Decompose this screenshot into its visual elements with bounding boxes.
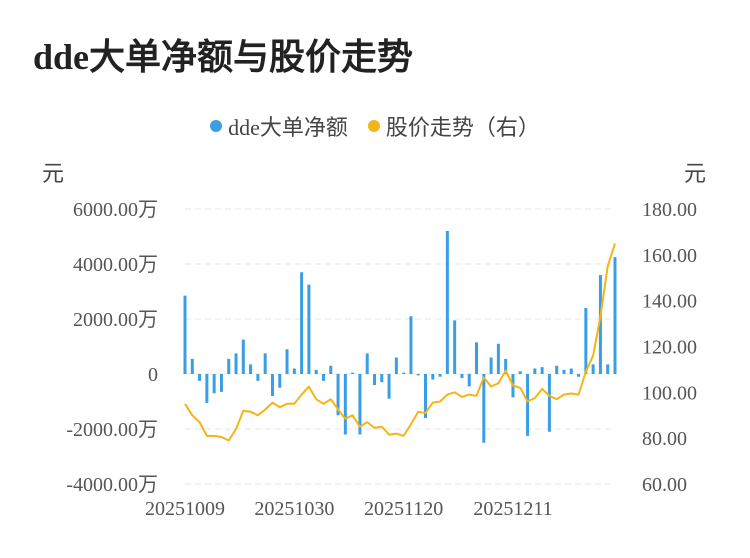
bar[interactable] [300, 272, 304, 374]
bar[interactable] [533, 368, 537, 375]
bar[interactable] [518, 371, 522, 374]
bar[interactable] [351, 372, 355, 374]
legend-bar-label: dde大单净额 [228, 115, 348, 140]
left-tick-label: 4000.00万 [73, 254, 158, 276]
left-tick-label: 0 [148, 364, 158, 386]
bar[interactable] [453, 320, 457, 374]
bar[interactable] [343, 374, 347, 435]
bar[interactable] [372, 374, 376, 385]
bar[interactable] [212, 374, 216, 394]
legend-item-bars[interactable]: dde大单净额 [210, 110, 348, 142]
bar[interactable] [584, 308, 588, 374]
bar[interactable] [205, 374, 209, 403]
x-tick-label: 20251211 [473, 498, 552, 520]
bar[interactable] [321, 374, 325, 381]
left-axis-unit: 元 [42, 161, 65, 186]
bar[interactable] [526, 374, 530, 436]
bar[interactable] [562, 369, 566, 374]
left-tick-label: -4000.00万 [66, 474, 158, 496]
bar[interactable] [227, 358, 231, 374]
bar[interactable] [358, 374, 362, 435]
bar[interactable] [475, 342, 479, 374]
bar[interactable] [241, 339, 245, 374]
bar[interactable] [577, 374, 581, 377]
price-line[interactable] [184, 243, 616, 442]
bar[interactable] [198, 374, 202, 381]
right-tick-label: 120.00 [642, 337, 697, 359]
bar[interactable] [336, 374, 340, 416]
bar[interactable] [424, 374, 428, 418]
bar[interactable] [263, 353, 267, 374]
bar[interactable] [256, 374, 260, 381]
right-axis-unit: 元 [684, 161, 707, 186]
bar[interactable] [540, 367, 544, 374]
left-tick-label: -2000.00万 [66, 419, 158, 441]
bar[interactable] [183, 295, 187, 374]
bar[interactable] [307, 284, 311, 374]
bar[interactable] [278, 374, 282, 388]
legend-line-label: 股价走势（右） [385, 115, 540, 140]
bar[interactable] [416, 374, 420, 376]
right-tick-label: 60.00 [642, 474, 687, 496]
bar[interactable] [234, 353, 238, 374]
chart-title: dde大单净额与股价走势 [33, 37, 414, 77]
bar[interactable] [547, 374, 551, 432]
x-tick-label: 20251120 [364, 498, 443, 520]
legend-item-line[interactable]: 股价走势（右） [367, 110, 540, 142]
bar[interactable] [606, 364, 610, 374]
left-tick-label: 2000.00万 [73, 309, 158, 331]
x-tick-label: 20251009 [145, 498, 225, 520]
bar[interactable] [365, 353, 369, 374]
legend: dde大单净额 股价走势（右） [0, 110, 750, 142]
bar[interactable] [219, 374, 223, 392]
right-tick-label: 100.00 [642, 382, 697, 404]
bar[interactable] [329, 365, 333, 374]
bar[interactable] [482, 374, 486, 443]
bar[interactable] [270, 374, 274, 396]
bar[interactable] [598, 275, 602, 374]
right-tick-label: 160.00 [642, 245, 697, 267]
bar[interactable] [285, 349, 289, 374]
bar[interactable] [504, 358, 508, 374]
bar[interactable] [402, 372, 406, 374]
right-tick-label: 80.00 [642, 428, 687, 450]
left-tick-label: 6000.00万 [73, 199, 158, 221]
bar[interactable] [394, 357, 398, 375]
bar[interactable] [569, 368, 573, 375]
bar[interactable] [314, 369, 318, 374]
legend-line-marker [367, 120, 380, 132]
bar[interactable] [387, 374, 391, 399]
bar[interactable] [613, 257, 617, 374]
bar[interactable] [489, 357, 493, 375]
bar[interactable] [460, 374, 464, 379]
bar[interactable] [249, 364, 253, 374]
bar[interactable] [292, 368, 296, 375]
bar[interactable] [467, 374, 471, 387]
x-tick-label: 20251030 [254, 498, 334, 520]
bar[interactable] [409, 316, 413, 374]
bar[interactable] [438, 374, 442, 377]
bar[interactable] [190, 358, 194, 374]
right-tick-label: 180.00 [642, 199, 697, 221]
bar[interactable] [591, 364, 595, 374]
right-tick-label: 140.00 [642, 291, 697, 313]
bar[interactable] [431, 374, 435, 380]
bar[interactable] [380, 374, 384, 383]
bar[interactable] [445, 231, 449, 374]
legend-bar-marker [210, 120, 223, 132]
bar[interactable] [496, 343, 500, 374]
bar[interactable] [555, 365, 559, 374]
